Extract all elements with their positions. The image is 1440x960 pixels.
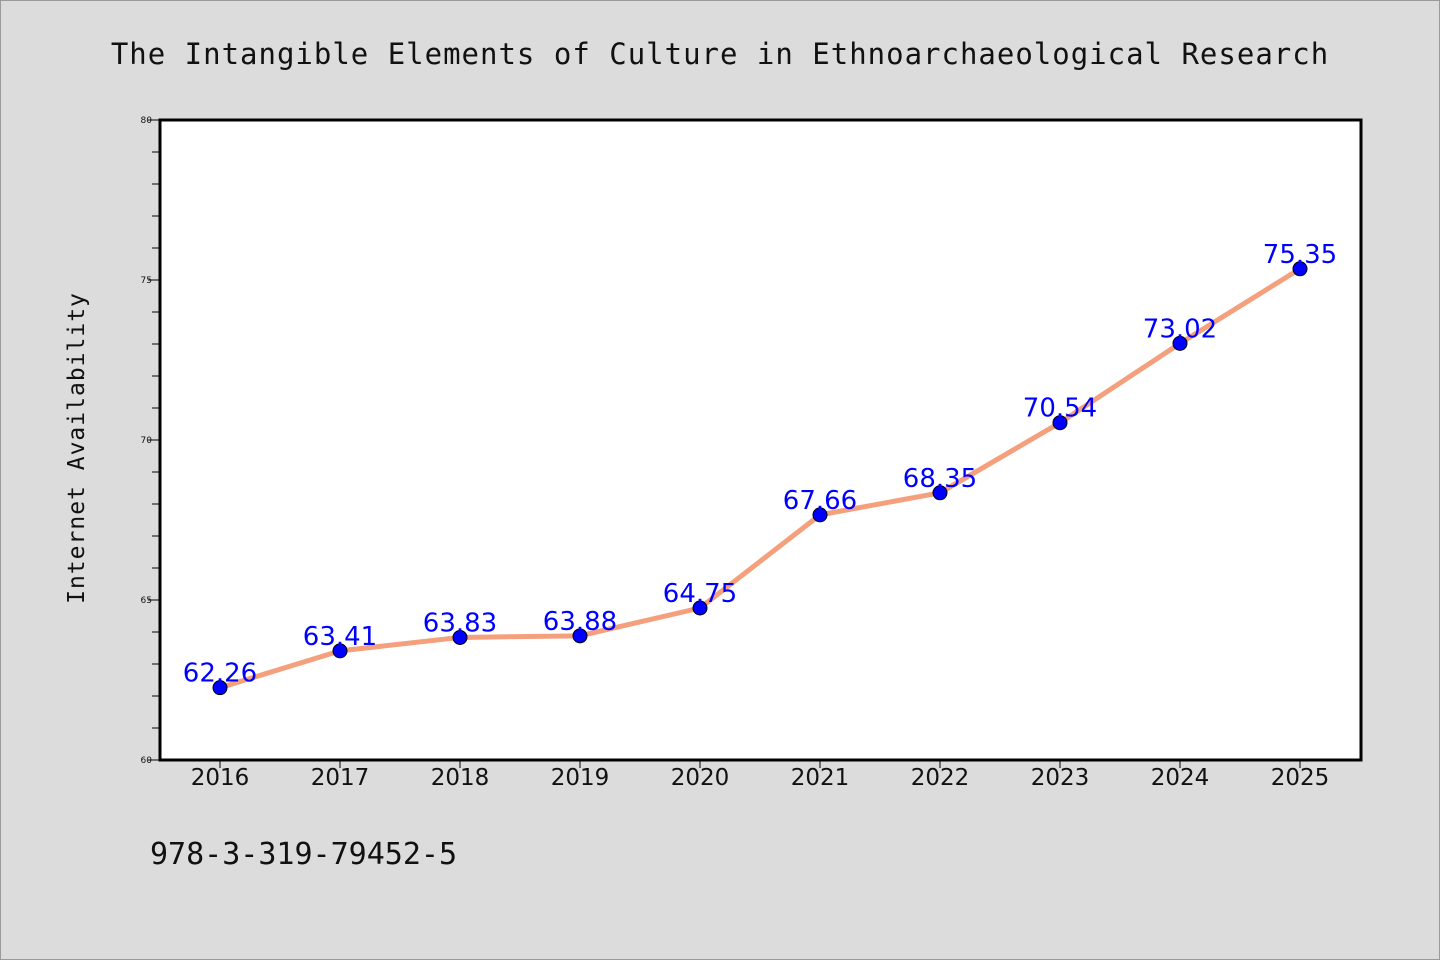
plot-border [158,118,1363,762]
x-tick-label: 2024 [1151,765,1210,791]
data-label: 62.26 [183,659,257,689]
data-label: 68.35 [903,464,977,494]
data-label: 64.75 [663,579,737,609]
y-tick-label: 70 [141,436,153,446]
x-tick-label: 2023 [1031,765,1090,791]
data-point [692,600,708,616]
footer-code: 978-3-319-79452-5 [150,837,457,872]
y-tick-label: 80 [141,116,153,126]
x-tick-label: 2019 [551,765,610,791]
x-axis-ticks: 2016 2017 2018 2019 2020 2021 2022 2023 2024 2025 [191,760,1330,791]
series-line [217,266,1303,691]
data-point [212,680,228,696]
y-tick-label: 60 [141,756,153,766]
x-tick-label: 2021 [791,765,850,791]
data-label: 63.41 [303,622,377,652]
data-point [452,629,468,645]
series-layer: 62.26 63.41 63.83 63.88 64.75 67.66 68.35 70.54… [183,240,1337,696]
data-point [572,628,588,644]
data-point [1172,335,1188,351]
data-label: 63.88 [543,607,617,637]
data-point [1052,415,1068,431]
y-tick-label: 75 [141,276,152,286]
x-tick-label: 2025 [1271,765,1330,791]
data-point [932,485,948,501]
data-label: 70.54 [1023,394,1097,424]
plot-area [160,120,1361,760]
data-label: 73.02 [1143,314,1217,344]
y-axis-label: Internet Availability [64,292,90,604]
data-point [332,643,348,659]
data-label: 67.66 [783,486,857,516]
x-tick-label: 2016 [191,765,250,791]
data-label: 75.35 [1263,240,1337,270]
x-tick-label: 2018 [431,765,490,791]
chart-title: The Intangible Elements of Culture in Et… [111,37,1329,71]
x-tick-label: 2017 [311,765,370,791]
data-label: 63.83 [423,608,497,638]
y-axis-ticks: 60 65 70 75 80 [141,116,160,766]
x-tick-label: 2022 [911,765,970,791]
x-tick-label: 2020 [671,765,730,791]
data-point [812,507,828,523]
data-point [1292,261,1308,277]
y-tick-label: 65 [141,596,152,606]
